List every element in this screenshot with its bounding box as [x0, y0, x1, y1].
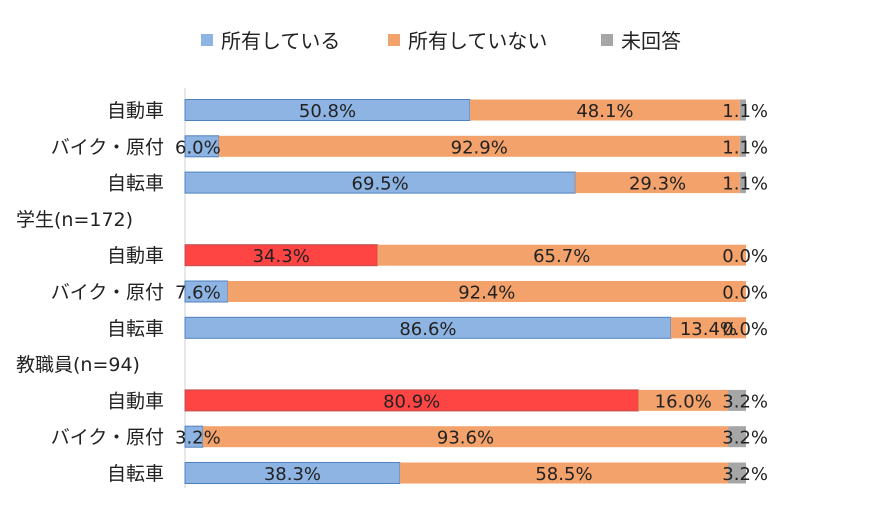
bar-no-answer — [728, 389, 746, 411]
value-label-no-answer: 1.1% — [722, 101, 768, 122]
value-label-not-owned: 13.4% — [680, 319, 737, 340]
group-label: 教職員(n=94) — [16, 354, 140, 376]
group-label: 学生(n=172) — [16, 209, 133, 231]
legend: 所有している 所有していない 未回答 — [201, 29, 681, 53]
value-label-owned: 6.0% — [175, 137, 221, 158]
bar-not-owned — [469, 99, 740, 121]
value-label-no-answer: 3.2% — [722, 428, 768, 449]
category-label: 自動車 — [107, 100, 164, 122]
value-label-not-owned: 48.1% — [576, 101, 633, 122]
value-label-no-answer: 1.1% — [722, 174, 768, 195]
value-label-not-owned: 93.6% — [437, 428, 494, 449]
value-label-owned: 86.6% — [399, 319, 456, 340]
bar-not-owned — [670, 317, 746, 339]
value-label-not-owned: 16.0% — [655, 391, 712, 412]
value-label-not-owned: 29.3% — [629, 174, 686, 195]
bar-not-owned — [377, 244, 746, 266]
bar-no-answer — [728, 462, 746, 484]
labels: 自動車 50.8% 48.1% 1.1% バイク・原付 6.0% 92.9% 1.1% 自転車 6… — [16, 100, 768, 485]
legend-label-not_owned: 所有していない — [408, 29, 547, 53]
bars — [184, 99, 747, 484]
value-label-owned: 38.3% — [264, 464, 321, 485]
bar-not-owned — [218, 135, 740, 157]
value-label-no-answer: 0.0% — [722, 283, 768, 304]
value-label-not-owned: 92.4% — [458, 283, 515, 304]
bar-no-answer — [739, 135, 746, 157]
bar-not-owned — [202, 426, 729, 448]
legend-swatch-no_answer — [601, 34, 613, 46]
bar-not-owned — [575, 172, 740, 194]
legend-label-owned: 所有している — [221, 29, 340, 53]
value-label-not-owned: 92.9% — [451, 137, 508, 158]
value-label-not-owned: 65.7% — [533, 246, 590, 267]
bar-not-owned — [399, 462, 729, 484]
bar-not-owned — [638, 389, 729, 411]
value-label-no-answer: 1.1% — [722, 137, 768, 158]
value-label-owned: 69.5% — [352, 174, 409, 195]
legend-swatch-owned — [201, 34, 213, 46]
category-label: 自動車 — [107, 245, 164, 267]
bar-not-owned — [227, 281, 747, 302]
legend-label-no_answer: 未回答 — [621, 29, 681, 53]
category-label: バイク・原付 — [51, 136, 164, 158]
value-label-owned: 34.3% — [253, 246, 310, 267]
value-label-owned: 7.6% — [175, 283, 221, 304]
bar-no-answer — [728, 426, 746, 448]
legend-swatch-not_owned — [388, 34, 400, 46]
category-label: 自転車 — [107, 463, 164, 485]
value-label-no-answer: 0.0% — [722, 319, 768, 340]
value-label-no-answer: 3.2% — [722, 391, 768, 412]
value-label-no-answer: 3.2% — [722, 464, 768, 485]
value-label-owned: 80.9% — [383, 391, 440, 412]
category-label: バイク・原付 — [51, 282, 164, 304]
bar-no-answer — [739, 99, 746, 121]
value-label-not-owned: 58.5% — [535, 464, 592, 485]
category-label: 自動車 — [107, 390, 164, 412]
value-label-owned: 3.2% — [175, 428, 221, 449]
category-label: バイク・原付 — [51, 427, 164, 449]
category-label: 自転車 — [107, 173, 164, 195]
category-label: 自転車 — [107, 318, 164, 340]
bar-no-answer — [739, 172, 746, 194]
value-label-no-answer: 0.0% — [722, 246, 768, 267]
value-label-owned: 50.8% — [299, 101, 356, 122]
